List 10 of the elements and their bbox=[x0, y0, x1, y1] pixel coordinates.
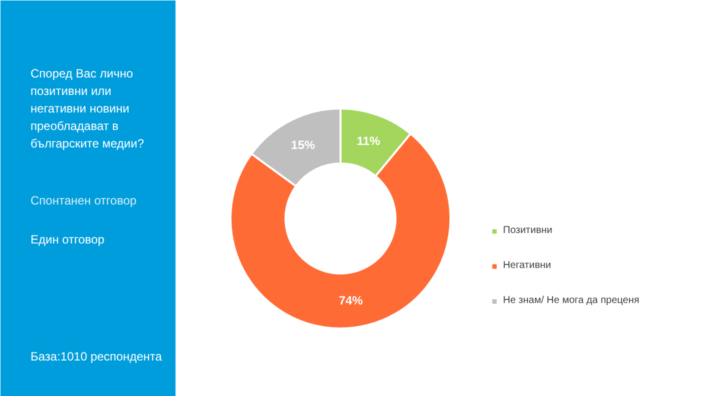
data-label: 15% bbox=[291, 138, 316, 152]
text: Според Вас лично позитивни или негативни новини преобладават в българските медии? bbox=[30, 66, 144, 150]
text: Един отговор bbox=[30, 232, 105, 246]
data-label: 11% bbox=[356, 134, 380, 148]
legend-label: Не знам/ Не мога да преценя bbox=[503, 295, 640, 306]
text: База:1010 респондента bbox=[30, 350, 162, 364]
data-label: 74% bbox=[338, 293, 364, 308]
text: Спонтанен отговор bbox=[30, 194, 137, 208]
legend-label: Негативни bbox=[503, 260, 552, 271]
legend-label: Позитивни bbox=[503, 225, 552, 236]
